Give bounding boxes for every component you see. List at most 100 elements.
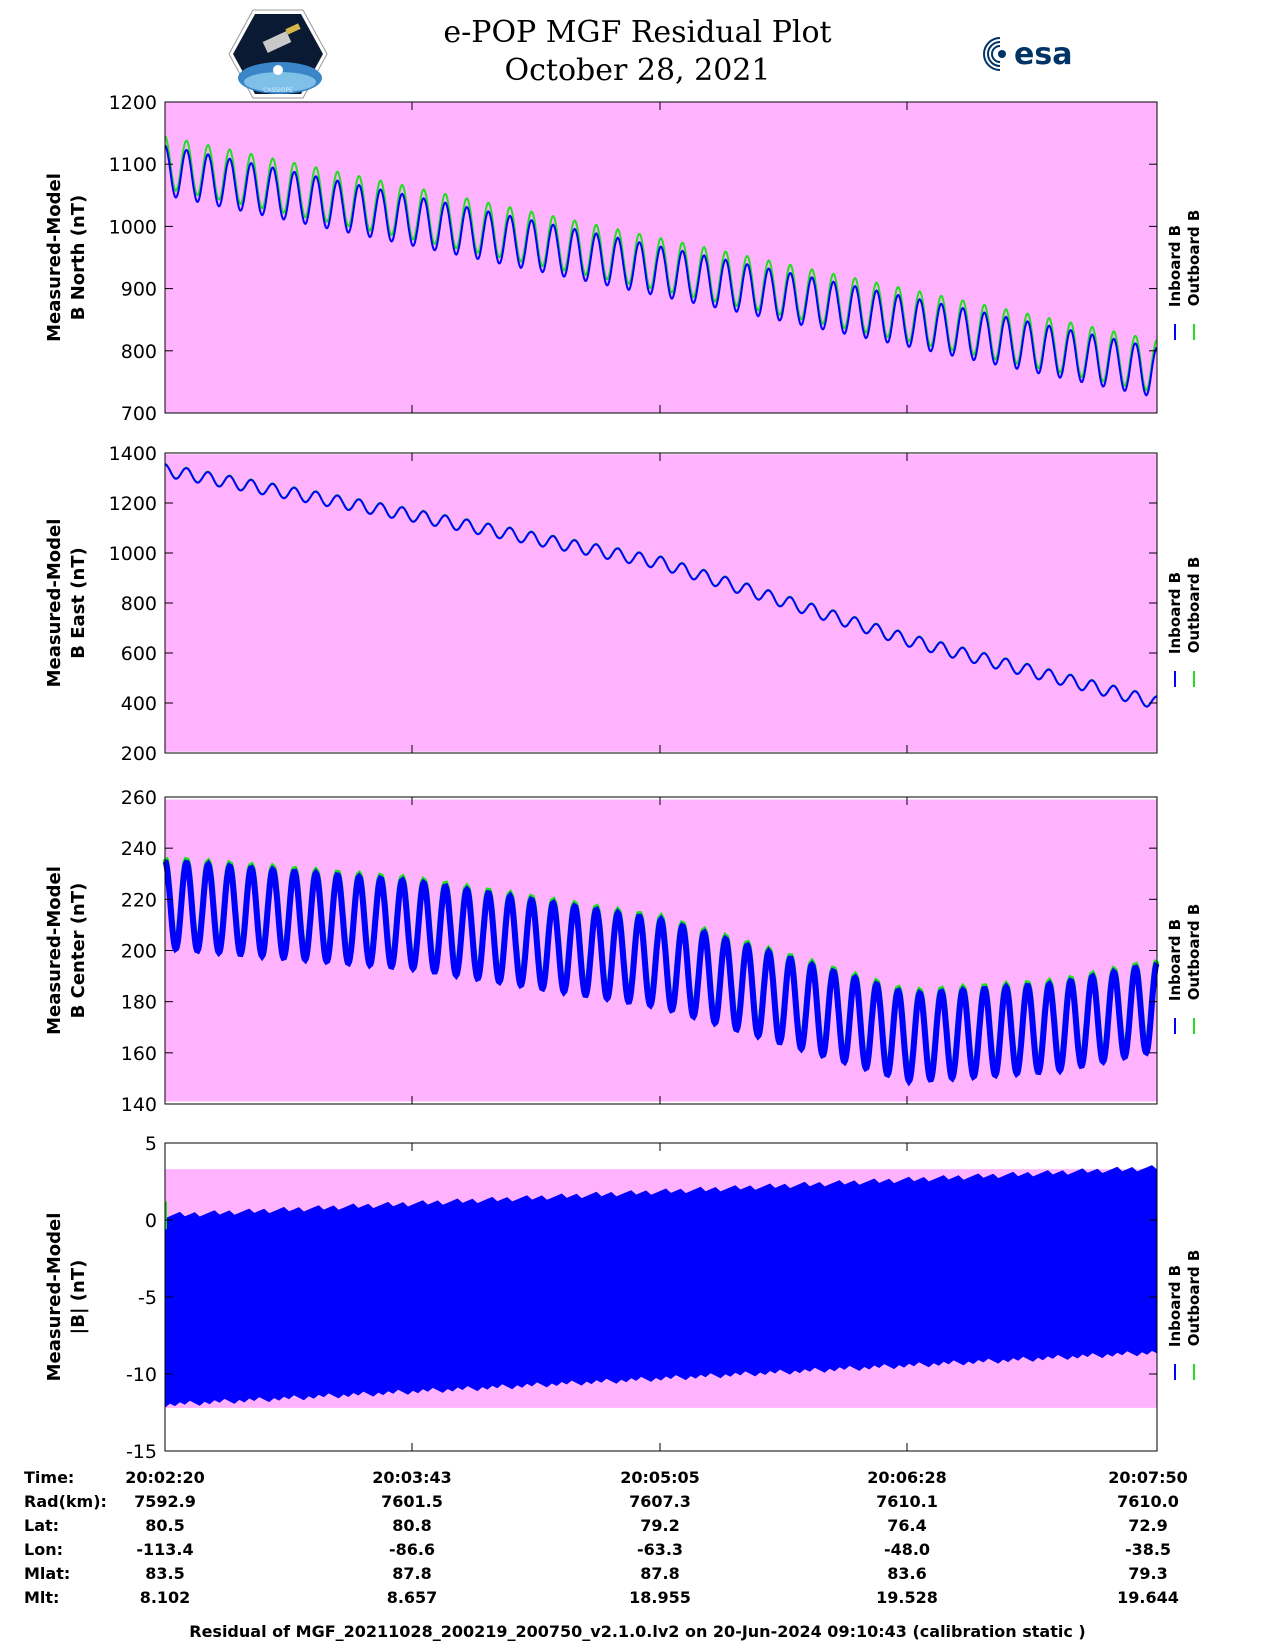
info-row: Lat: 80.5 80.8 79.2 76.4 72.9 xyxy=(0,1516,1275,1540)
info-cell: -63.3 xyxy=(636,1540,684,1559)
y-tick-label: 160 xyxy=(121,1043,157,1065)
info-cell: 18.955 xyxy=(629,1588,691,1607)
plot-date: October 28, 2021 xyxy=(504,53,771,88)
info-cell: 87.8 xyxy=(392,1564,432,1583)
y-axis-label: Measured-Model B East (nT) xyxy=(44,519,89,688)
info-row: Time: 20:02:20 20:03:43 20:05:05 20:06:28 20:… xyxy=(0,1468,1275,1492)
info-cell: 7592.9 xyxy=(134,1492,196,1511)
axes-frame xyxy=(164,101,1158,414)
y-tick-label: 1100 xyxy=(109,154,157,176)
info-row-label: Lat: xyxy=(24,1516,60,1535)
orbit-info-table: Time: 20:02:20 20:03:43 20:05:05 20:06:28 20:… xyxy=(0,1468,1275,1608)
y-tick-label: -10 xyxy=(126,1364,157,1386)
info-row-label: Lon: xyxy=(24,1540,63,1559)
info-row: Rad(km): 7592.9 7601.5 7607.3 7610.1 7610.0 xyxy=(0,1492,1275,1516)
y-tick-label: 5 xyxy=(145,1133,157,1155)
y-tick-label: 140 xyxy=(121,1094,157,1116)
y-tick-label: 200 xyxy=(121,743,157,765)
y-tick-label: 1000 xyxy=(109,543,157,565)
legend-inboard-label: Inboard B xyxy=(1166,225,1184,307)
chart-panel-4: -15 -10 -5 0 5 Measured-Model |B| (nT) Inboard … xyxy=(44,1133,1203,1460)
series-inboard-b xyxy=(162,859,1160,1087)
y-axis-label: Measured-Model |B| (nT) xyxy=(44,1213,89,1382)
info-cell: 79.3 xyxy=(1128,1564,1168,1583)
legend-inboard-label: Inboard B xyxy=(1166,919,1184,1001)
y-tick-label: 200 xyxy=(121,941,157,963)
info-cell: 7610.1 xyxy=(876,1492,938,1511)
y-tick-label: 1200 xyxy=(109,493,157,515)
cassiope-mission-logo: CASSIOPE xyxy=(228,9,328,99)
y-tick-label: 1000 xyxy=(109,216,157,238)
info-row-label: Time: xyxy=(24,1468,75,1487)
info-cell: 20:02:20 xyxy=(125,1468,205,1487)
mission-logo-text: CASSIOPE xyxy=(263,87,293,94)
info-row-label: Rad(km): xyxy=(24,1492,107,1511)
info-row-label: Mlat: xyxy=(24,1564,71,1583)
info-cell: 20:05:05 xyxy=(620,1468,700,1487)
y-tick-label: -15 xyxy=(126,1441,157,1460)
y-tick-label: 220 xyxy=(121,889,157,911)
info-cell: 87.8 xyxy=(640,1564,680,1583)
y-tick-label: -5 xyxy=(138,1287,157,1309)
legend-inboard-label: Inboard B xyxy=(1166,572,1184,654)
info-cell: 8.657 xyxy=(386,1588,438,1607)
y-tick-label: 800 xyxy=(121,593,157,615)
chart-panel-3: 140 160 180 200 220 240 260 Measured-Model B Cen… xyxy=(44,787,1203,1116)
y-tick-label: 0 xyxy=(145,1210,157,1232)
y-axis-label-line: Measured-Model xyxy=(44,1213,65,1382)
info-cell: 7610.0 xyxy=(1117,1492,1179,1511)
plot-background-band xyxy=(165,102,1157,413)
y-tick-label: 260 xyxy=(121,787,157,809)
y-axis-label-line: B North (nT) xyxy=(68,195,89,321)
info-cell: -113.4 xyxy=(136,1540,194,1559)
info-cell: -38.5 xyxy=(1124,1540,1172,1559)
info-cell: 19.528 xyxy=(876,1588,938,1607)
legend-outboard-label: Outboard B xyxy=(1185,904,1203,1001)
series-inboard-b xyxy=(164,144,1158,397)
y-tick-label: 240 xyxy=(121,838,157,860)
y-tick-label: 600 xyxy=(121,643,157,665)
info-cell: 20:03:43 xyxy=(372,1468,452,1487)
info-cell: 7607.3 xyxy=(629,1492,691,1511)
info-row-label: Mlt: xyxy=(24,1588,60,1607)
info-row: Mlat: 83.5 87.8 87.8 83.6 79.3 xyxy=(0,1564,1275,1588)
title-block: e-POP MGF Residual Plot October 28, 2021 xyxy=(0,14,1275,90)
info-cell: 7601.5 xyxy=(381,1492,443,1511)
y-tick-label: 1400 xyxy=(109,443,157,465)
series-inboard-b xyxy=(165,1165,1157,1408)
info-cell: 72.9 xyxy=(1128,1516,1168,1535)
esa-logo: esa xyxy=(983,37,1072,72)
legend-outboard-label: Outboard B xyxy=(1185,557,1203,654)
info-cell: 76.4 xyxy=(887,1516,927,1535)
y-axis-label: Measured-Model B North (nT) xyxy=(44,173,89,342)
y-axis-label-line: Measured-Model xyxy=(44,519,65,688)
y-tick-label: 700 xyxy=(121,403,157,425)
plot-background-band xyxy=(165,799,1157,1102)
chart-panel-2: 200 400 600 800 1000 1200 1400 Measured-Model B … xyxy=(44,443,1203,765)
info-cell: 83.5 xyxy=(145,1564,185,1583)
info-cell: 8.102 xyxy=(139,1588,191,1607)
info-row: Lon: -113.4 -86.6 -63.3 -48.0 -38.5 xyxy=(0,1540,1275,1564)
plot-title: e-POP MGF Residual Plot xyxy=(443,15,832,50)
info-row: Mlt: 8.102 8.657 18.955 19.528 19.644 xyxy=(0,1588,1275,1612)
info-cell: 80.5 xyxy=(145,1516,185,1535)
y-axis-label-line: Measured-Model xyxy=(44,866,65,1035)
y-tick-label: 900 xyxy=(121,279,157,301)
plot-background-band xyxy=(165,454,1157,752)
y-axis-label-line: B Center (nT) xyxy=(68,883,89,1019)
info-cell: 83.6 xyxy=(887,1564,927,1583)
legend-outboard-label: Outboard B xyxy=(1185,1250,1203,1347)
info-cell: 20:07:50 xyxy=(1108,1468,1188,1487)
y-tick-label: 800 xyxy=(121,341,157,363)
footer-caption: Residual of MGF_20211028_200219_200750_v… xyxy=(189,1622,1086,1641)
y-axis-label-line: |B| (nT) xyxy=(68,1260,89,1335)
y-tick-label: 400 xyxy=(121,693,157,715)
y-axis-label-line: B East (nT) xyxy=(68,547,89,659)
info-cell: 79.2 xyxy=(640,1516,680,1535)
info-cell: -48.0 xyxy=(883,1540,931,1559)
info-cell: 19.644 xyxy=(1117,1588,1179,1607)
info-cell: 20:06:28 xyxy=(867,1468,947,1487)
esa-logo-text: esa xyxy=(1014,37,1072,72)
y-tick-label: 1200 xyxy=(109,92,157,114)
